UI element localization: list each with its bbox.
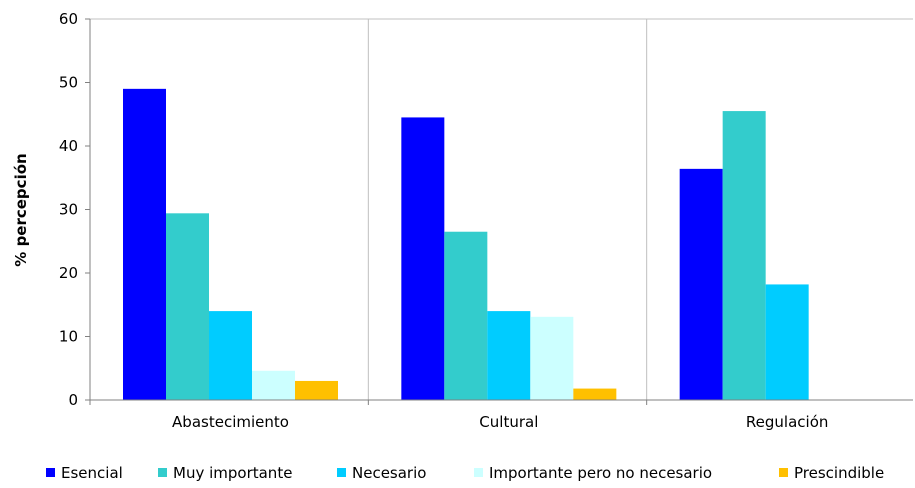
bar — [209, 311, 252, 400]
bar — [722, 111, 766, 400]
y-tick-label: 40 — [59, 137, 78, 155]
legend-swatch — [474, 468, 483, 477]
y-tick-label: 20 — [59, 264, 78, 282]
bar — [295, 380, 338, 400]
legend-swatch — [158, 468, 167, 477]
legend-swatch — [337, 468, 346, 477]
bar — [123, 88, 166, 400]
legend-label: Necesario — [352, 464, 426, 482]
bar — [573, 388, 617, 400]
y-tick-label: 0 — [68, 391, 78, 409]
y-tick-label: 10 — [59, 328, 78, 346]
bar — [166, 213, 209, 400]
y-tick-label: 60 — [59, 10, 78, 28]
bar — [530, 316, 574, 400]
y-axis-title: % percepción — [12, 153, 30, 266]
bar — [401, 117, 445, 401]
legend-label: Prescindible — [794, 464, 884, 482]
bar — [679, 168, 723, 400]
bar — [444, 231, 488, 400]
x-axis-categories: Abastecimiento Cultural Regulación — [89, 400, 828, 431]
legend-swatch — [779, 468, 788, 477]
x-category-label: Abastecimiento — [172, 413, 289, 431]
legend: Esencial Muy importante Necesario Important… — [46, 464, 884, 482]
bar — [487, 311, 531, 400]
legend-label: Esencial — [61, 464, 123, 482]
grid-lines — [90, 18, 913, 400]
legend-swatch — [46, 468, 55, 477]
bar — [252, 370, 295, 400]
bars — [123, 88, 809, 401]
legend-label: Importante pero no necesario — [489, 464, 712, 482]
y-tick-label: 30 — [59, 201, 78, 219]
y-axis-ticks: 0 10 20 30 40 50 60 — [59, 10, 90, 409]
x-category-label: Cultural — [479, 413, 538, 431]
legend-label: Muy importante — [173, 464, 292, 482]
x-category-label: Regulación — [746, 413, 828, 431]
y-tick-label: 50 — [59, 74, 78, 92]
bar — [765, 284, 809, 400]
